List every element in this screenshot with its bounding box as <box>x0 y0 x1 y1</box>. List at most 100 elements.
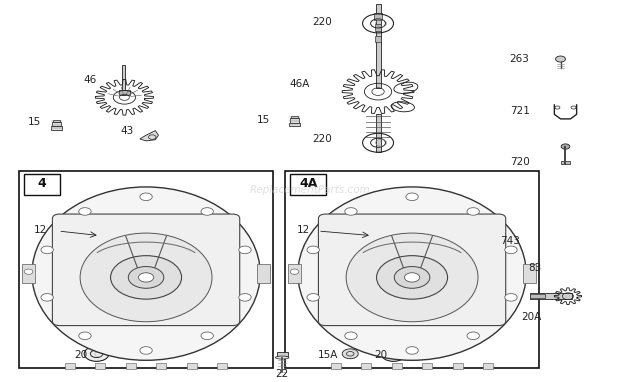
Bar <box>122 65 125 96</box>
Text: 20A: 20A <box>521 312 542 322</box>
Bar <box>483 363 493 369</box>
Bar <box>560 161 570 163</box>
Text: 15: 15 <box>28 117 41 127</box>
Text: 20: 20 <box>74 350 87 360</box>
Bar <box>289 123 300 126</box>
Text: 46A: 46A <box>290 79 310 89</box>
Bar <box>376 114 381 152</box>
Bar <box>156 363 166 369</box>
Circle shape <box>345 208 357 215</box>
Text: 22: 22 <box>275 369 289 379</box>
Bar <box>285 171 539 368</box>
Bar <box>126 363 136 369</box>
Bar <box>331 363 341 369</box>
Bar <box>374 13 383 19</box>
Text: 43: 43 <box>120 126 134 136</box>
Text: 720: 720 <box>510 157 529 167</box>
Text: ReplacementParts.com: ReplacementParts.com <box>250 185 370 195</box>
Circle shape <box>239 294 251 301</box>
Circle shape <box>342 349 358 359</box>
Bar <box>95 363 105 369</box>
Ellipse shape <box>298 187 526 360</box>
Circle shape <box>307 246 319 254</box>
Text: 83: 83 <box>529 263 542 273</box>
Circle shape <box>376 256 448 299</box>
Text: 220: 220 <box>312 16 332 26</box>
Circle shape <box>140 346 153 354</box>
Bar <box>217 363 227 369</box>
Circle shape <box>406 346 419 354</box>
Bar <box>22 264 35 283</box>
Circle shape <box>505 294 517 301</box>
Circle shape <box>201 208 213 215</box>
Ellipse shape <box>346 233 478 322</box>
Bar <box>529 294 545 298</box>
Circle shape <box>79 208 91 215</box>
Circle shape <box>290 269 299 274</box>
Circle shape <box>556 56 565 62</box>
Text: 46: 46 <box>83 75 97 85</box>
Bar <box>257 264 270 283</box>
Bar <box>291 116 298 118</box>
Bar <box>65 363 75 369</box>
Text: 12: 12 <box>34 225 47 235</box>
Bar <box>375 36 381 42</box>
Circle shape <box>505 246 517 254</box>
Bar <box>187 363 197 369</box>
Bar <box>376 5 381 88</box>
Text: 4: 4 <box>38 177 46 190</box>
Text: 20: 20 <box>374 350 388 360</box>
Bar <box>453 363 463 369</box>
Polygon shape <box>140 131 159 141</box>
Bar <box>361 363 371 369</box>
Circle shape <box>404 273 420 282</box>
Circle shape <box>307 294 319 301</box>
Circle shape <box>467 332 479 340</box>
Bar <box>290 174 326 195</box>
Bar <box>119 90 130 96</box>
Bar <box>53 120 60 122</box>
Text: 743: 743 <box>500 236 520 246</box>
Circle shape <box>128 267 164 288</box>
Circle shape <box>140 193 153 201</box>
Circle shape <box>138 273 154 282</box>
Bar <box>24 174 60 195</box>
FancyBboxPatch shape <box>319 214 506 325</box>
Circle shape <box>79 332 91 340</box>
Bar <box>422 363 432 369</box>
Circle shape <box>406 193 419 201</box>
Circle shape <box>24 269 33 274</box>
Bar <box>392 363 402 369</box>
Bar <box>288 264 301 283</box>
Text: 721: 721 <box>510 105 529 116</box>
Circle shape <box>84 346 109 361</box>
Bar <box>51 126 62 129</box>
Text: 4A: 4A <box>299 177 317 190</box>
Bar <box>529 293 572 299</box>
Text: 15: 15 <box>257 115 270 125</box>
Bar <box>375 24 381 31</box>
Ellipse shape <box>80 233 212 322</box>
Bar <box>19 171 273 368</box>
Bar <box>277 352 288 356</box>
Circle shape <box>561 144 570 149</box>
Text: 12: 12 <box>297 225 310 235</box>
Circle shape <box>41 294 53 301</box>
Circle shape <box>467 208 479 215</box>
Circle shape <box>41 246 53 254</box>
Circle shape <box>201 332 213 340</box>
Bar <box>290 118 299 123</box>
Text: 220: 220 <box>312 134 332 144</box>
Circle shape <box>239 246 251 254</box>
Text: 263: 263 <box>510 54 529 65</box>
Circle shape <box>345 332 357 340</box>
Circle shape <box>394 267 430 288</box>
Bar <box>523 264 536 283</box>
Bar <box>52 122 61 126</box>
Circle shape <box>381 346 406 361</box>
Ellipse shape <box>275 356 289 359</box>
Circle shape <box>110 256 182 299</box>
Text: 15A: 15A <box>317 350 338 360</box>
FancyBboxPatch shape <box>53 214 240 325</box>
Ellipse shape <box>32 187 260 360</box>
